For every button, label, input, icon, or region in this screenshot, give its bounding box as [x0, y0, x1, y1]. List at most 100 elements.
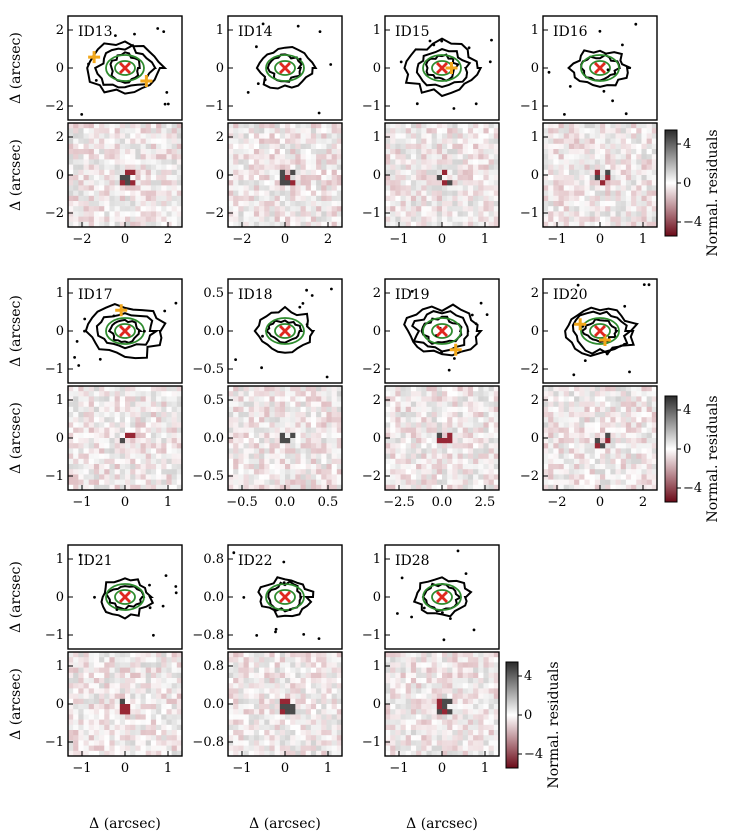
x-tick-label: 1 — [481, 761, 489, 776]
panel-id15: ID15 1 0 −1 1 0 −1 −1 0 1 — [362, 15, 500, 247]
panel-id22: ID22 0.8 0.0 −0.8 0.8 0.0 −0.8 −1 0 1 — [192, 544, 343, 776]
residual-panel: 2 0 −2 −2 0 2 — [45, 122, 183, 247]
contour-panel: ID18 0.5 0.0 −0.5 — [192, 278, 343, 384]
colorbar-label: Normal. residuals — [546, 662, 562, 789]
noise-contour — [634, 22, 638, 26]
y-tick-label: 1 — [56, 659, 64, 674]
noise-contour — [242, 596, 246, 599]
y-tick-label: −1 — [362, 735, 381, 750]
y-axis-label: Δ (arcsec) — [8, 402, 24, 474]
centroid-cross-marker — [436, 62, 448, 74]
y-tick-label: 0.0 — [203, 697, 224, 712]
panel-id14: ID14 1 0 −1 2 0 −2 −2 0 2 — [205, 15, 343, 247]
noise-contour — [305, 288, 308, 292]
contour-panel: ID19 2 0 −2 — [362, 278, 500, 384]
residual-panel: 2 0 −2 −2 0 2 — [520, 385, 658, 510]
noise-contour — [255, 45, 258, 49]
noise-contour — [261, 22, 265, 26]
panel-id-label: ID18 — [238, 287, 273, 303]
data-contour — [253, 305, 316, 354]
y-tick-label: 0.0 — [203, 431, 224, 446]
noise-contour — [174, 591, 178, 595]
y-tick-label: 1 — [216, 23, 224, 38]
noise-contour — [298, 57, 302, 61]
y-tick-label: 0 — [56, 590, 64, 605]
y-tick-label: 2 — [531, 393, 539, 408]
x-tick-label: −2 — [72, 232, 91, 247]
noise-contour — [80, 113, 84, 116]
component-plus-marker — [88, 51, 101, 64]
noise-contour — [449, 617, 452, 620]
noise-contour — [98, 357, 102, 361]
data-contour — [257, 576, 315, 618]
x-tick-label: 2 — [164, 232, 172, 247]
y-tick-label: 0 — [531, 168, 539, 183]
centroid-cross-marker — [436, 325, 448, 337]
noise-contour — [318, 30, 322, 33]
y-tick-label: −1 — [362, 628, 381, 643]
centroid-cross-marker — [119, 325, 131, 337]
x-tick-label: −2 — [232, 232, 251, 247]
colorbar-tick-label: 0 — [683, 442, 691, 457]
noise-contour — [325, 375, 329, 379]
colorbar-tick-label: 4 — [683, 137, 691, 152]
model-contour — [105, 583, 145, 611]
noise-contour — [112, 314, 116, 318]
residual-panel: 0.8 0.0 −0.8 −1 0 1 — [192, 651, 343, 776]
y-tick-label: 1 — [531, 130, 539, 145]
y-tick-label: 2 — [216, 130, 224, 145]
y-axis-label: Δ (arcsec) — [8, 32, 24, 104]
contour-panel: ID21 1 0 −1 — [45, 544, 183, 650]
noise-contour — [301, 302, 305, 305]
component-plus-marker — [445, 62, 458, 74]
noise-contour — [440, 350, 443, 354]
centroid-cross-marker — [594, 62, 606, 74]
data-contour — [564, 306, 639, 357]
component-plus-marker — [140, 75, 153, 87]
data-contour — [264, 319, 304, 344]
x-tick-label: 0.0 — [275, 495, 296, 510]
noise-contour — [302, 633, 306, 636]
y-tick-label: 0 — [56, 431, 64, 446]
y-tick-label: −1 — [45, 362, 64, 377]
model-contour — [422, 54, 462, 82]
contour-panel: ID22 0.8 0.0 −0.8 — [192, 544, 343, 650]
data-contour — [100, 577, 155, 620]
colorbar-tick-label: 4 — [524, 669, 532, 684]
noise-contour — [547, 70, 551, 74]
contour-panel: ID28 1 0 −1 — [362, 544, 500, 650]
y-tick-label: 0.5 — [203, 286, 224, 301]
noise-contour — [490, 38, 493, 42]
centroid-cross-marker — [279, 325, 291, 337]
panel-id-label: ID28 — [395, 553, 430, 569]
noise-contour — [234, 358, 238, 361]
noise-contour — [317, 111, 321, 115]
contour-panel: ID13 2 0 −2 — [45, 15, 183, 121]
y-tick-label: 0.8 — [203, 552, 224, 567]
noise-contour — [148, 583, 151, 587]
noise-contour — [479, 301, 483, 305]
noise-contour — [474, 102, 478, 106]
y-tick-label: 0 — [373, 61, 381, 76]
residual-panel: 1 0 −1 −1 0 1 — [45, 385, 183, 510]
noise-contour — [114, 34, 117, 37]
noise-contour — [174, 585, 178, 588]
y-tick-label: −0.8 — [192, 735, 224, 750]
noise-contour — [174, 301, 178, 305]
model-contour — [114, 60, 136, 76]
panel-id-label: ID20 — [553, 287, 588, 303]
y-tick-label: −1 — [45, 628, 64, 643]
x-tick-label: −1 — [72, 495, 91, 510]
noise-contour — [152, 633, 155, 637]
noise-contour — [232, 551, 236, 555]
y-tick-label: 1 — [373, 130, 381, 145]
data-contour — [403, 37, 483, 98]
y-tick-label: 0 — [373, 431, 381, 446]
noise-contour — [73, 356, 76, 359]
y-tick-label: 0 — [56, 697, 64, 712]
data-contour — [84, 303, 167, 360]
panel-id-label: ID22 — [238, 553, 273, 569]
y-tick-label: −0.8 — [192, 628, 224, 643]
model-contour — [265, 317, 305, 345]
